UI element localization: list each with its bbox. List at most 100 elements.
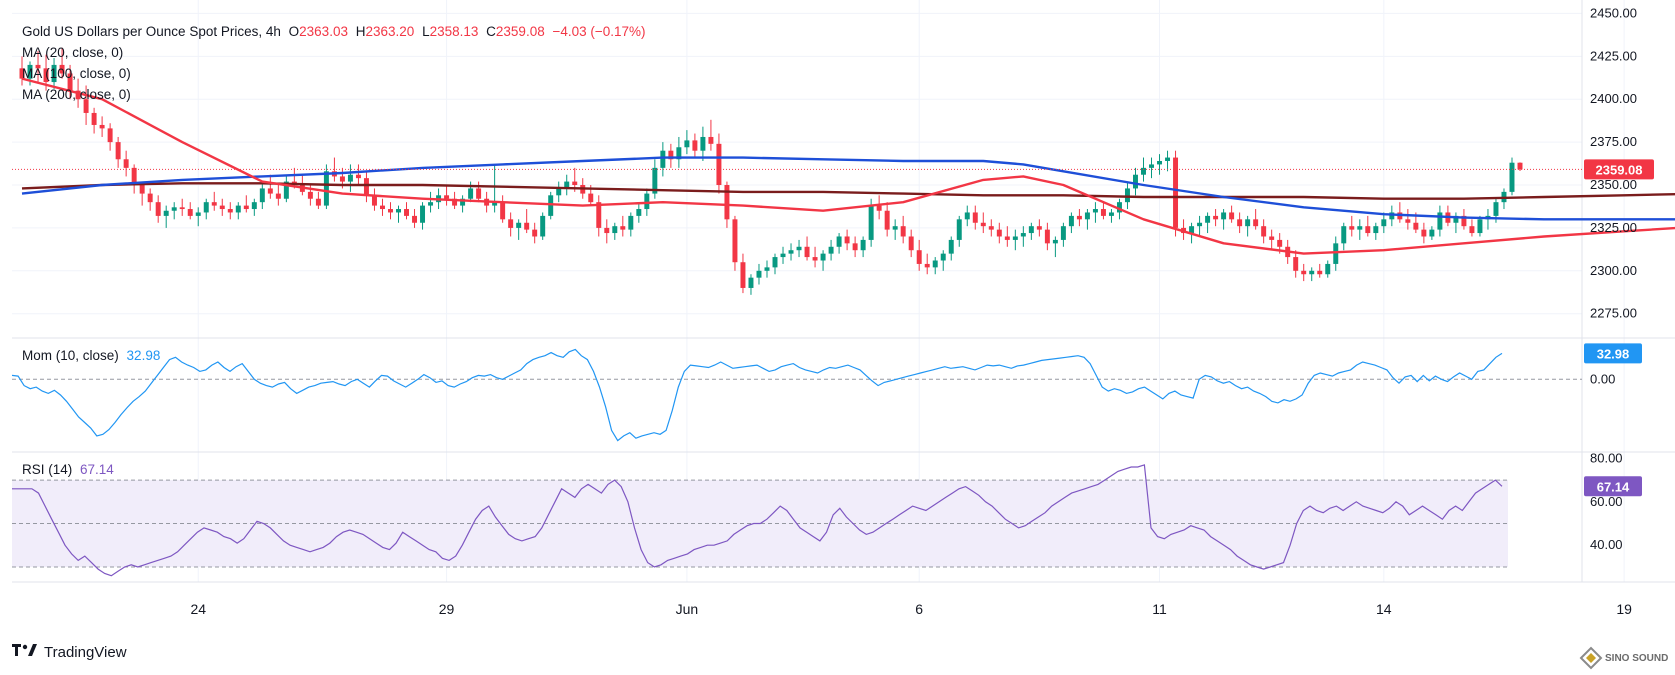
candle-body xyxy=(780,253,786,258)
candle-body xyxy=(988,226,994,230)
candle-body xyxy=(740,262,746,288)
candle-body xyxy=(1477,219,1483,234)
candle-body xyxy=(972,212,978,223)
candle-body xyxy=(1469,226,1475,234)
candle-body xyxy=(379,205,385,210)
close-label: C xyxy=(486,24,496,39)
candle-body xyxy=(99,124,105,129)
candle-body xyxy=(91,112,97,125)
price-pane[interactable] xyxy=(12,47,1675,295)
candle-body xyxy=(836,236,842,247)
candle-body xyxy=(516,222,522,228)
candle-body xyxy=(1197,222,1203,227)
candle-body xyxy=(460,198,466,206)
candle-body xyxy=(1229,212,1235,220)
low-label: L xyxy=(422,24,430,39)
time-tick-label: 14 xyxy=(1376,601,1392,617)
candle-body xyxy=(275,193,281,199)
candle-body xyxy=(1261,226,1267,237)
rsi-label: RSI (14) xyxy=(22,462,73,477)
rsi-value-label: 67.14 xyxy=(1597,479,1630,494)
candle-body xyxy=(564,181,570,189)
sino-sound-watermark: SINO SOUND xyxy=(1579,646,1669,670)
ma100-label: MA (100, close, 0) xyxy=(22,66,131,81)
candle-body xyxy=(235,205,241,213)
symbol-title[interactable]: Gold US Dollars per Ounce Spot Prices, 4… xyxy=(22,24,281,39)
candle-body xyxy=(355,174,361,179)
candle-body xyxy=(604,227,610,234)
candle-body xyxy=(139,185,145,194)
time-scale[interactable]: 2429Jun61114192412:00Jul4 xyxy=(190,601,1675,617)
candle-body xyxy=(243,205,249,210)
ma20-legend[interactable]: MA (20, close, 0) xyxy=(22,45,127,60)
candle-body xyxy=(812,257,818,261)
price-tick-label: 2375.00 xyxy=(1590,134,1637,149)
candle-body xyxy=(171,207,177,211)
candle-body xyxy=(1068,215,1074,227)
candle-body xyxy=(1309,270,1315,275)
candle-body xyxy=(1293,257,1299,271)
candle-body xyxy=(187,209,193,216)
candle-body xyxy=(1133,174,1138,189)
candle-body xyxy=(1269,236,1275,240)
candle-body xyxy=(716,143,722,186)
price-tick-label: 2350.00 xyxy=(1590,177,1637,192)
candle-body xyxy=(620,226,626,230)
candle-body xyxy=(1189,226,1195,234)
candle-body xyxy=(123,159,129,168)
candle-body xyxy=(956,219,962,240)
price-tick-label: 2425.00 xyxy=(1590,48,1637,63)
candle-body xyxy=(660,150,666,168)
rsi-legend[interactable]: RSI (14) 67.14 xyxy=(22,462,118,477)
candle-body xyxy=(692,140,698,151)
ma200-label: MA (200, close, 0) xyxy=(22,87,131,102)
candle-body xyxy=(1493,202,1499,216)
tradingview-brand: TradingView xyxy=(44,643,127,661)
candle-body xyxy=(756,270,762,278)
price-tick-label: 2300.00 xyxy=(1590,263,1637,278)
mom-value-badge xyxy=(1584,343,1642,364)
candle-body xyxy=(179,207,185,210)
candle-body xyxy=(1060,226,1066,240)
pane-separators xyxy=(12,0,1675,583)
candle-body xyxy=(900,226,906,237)
ma20-label: MA (20, close, 0) xyxy=(22,45,124,60)
candle-body xyxy=(596,202,602,228)
candle-body xyxy=(684,140,690,148)
open-label: O xyxy=(288,24,300,39)
time-tick-label: 24 xyxy=(190,601,206,617)
ma20-line xyxy=(21,77,1675,255)
change-value: −4.03 (−0.17%) xyxy=(552,24,646,39)
candle-body xyxy=(924,263,930,268)
candle-body xyxy=(323,171,329,206)
candle-body xyxy=(548,195,554,216)
mom-legend[interactable]: Mom (10, close) 32.98 xyxy=(22,348,164,363)
price-scale[interactable]: 2275.00 2300.00 2325.00 2350.00 2375.00 2400.… xyxy=(1584,5,1654,552)
rsi-pane[interactable] xyxy=(12,464,1508,577)
candle-body xyxy=(1389,212,1395,220)
candle-body xyxy=(1341,226,1347,244)
candle-body xyxy=(820,253,826,261)
candle-body xyxy=(452,198,458,206)
candle-body xyxy=(75,90,81,100)
ma200-legend[interactable]: MA (200, close, 0) xyxy=(22,87,135,102)
candle-body xyxy=(1173,157,1179,228)
candle-body xyxy=(404,209,409,216)
ma100-legend[interactable]: MA (100, close, 0) xyxy=(22,66,135,81)
tradingview-footer[interactable]: TradingView xyxy=(12,643,127,661)
candle-body xyxy=(1084,212,1090,220)
candle-body xyxy=(59,64,65,74)
candle-body xyxy=(219,205,225,210)
mom-line xyxy=(11,348,1503,442)
candle-body xyxy=(868,205,874,240)
candle-body xyxy=(1461,215,1467,227)
momentum-pane[interactable] xyxy=(11,348,1582,442)
candle-body xyxy=(1357,226,1363,230)
candle-body xyxy=(315,198,321,206)
candle-body xyxy=(1100,209,1106,216)
candle-body xyxy=(444,195,450,199)
candle-body xyxy=(492,202,498,206)
candle-body xyxy=(307,191,313,199)
candle-body xyxy=(980,222,986,227)
